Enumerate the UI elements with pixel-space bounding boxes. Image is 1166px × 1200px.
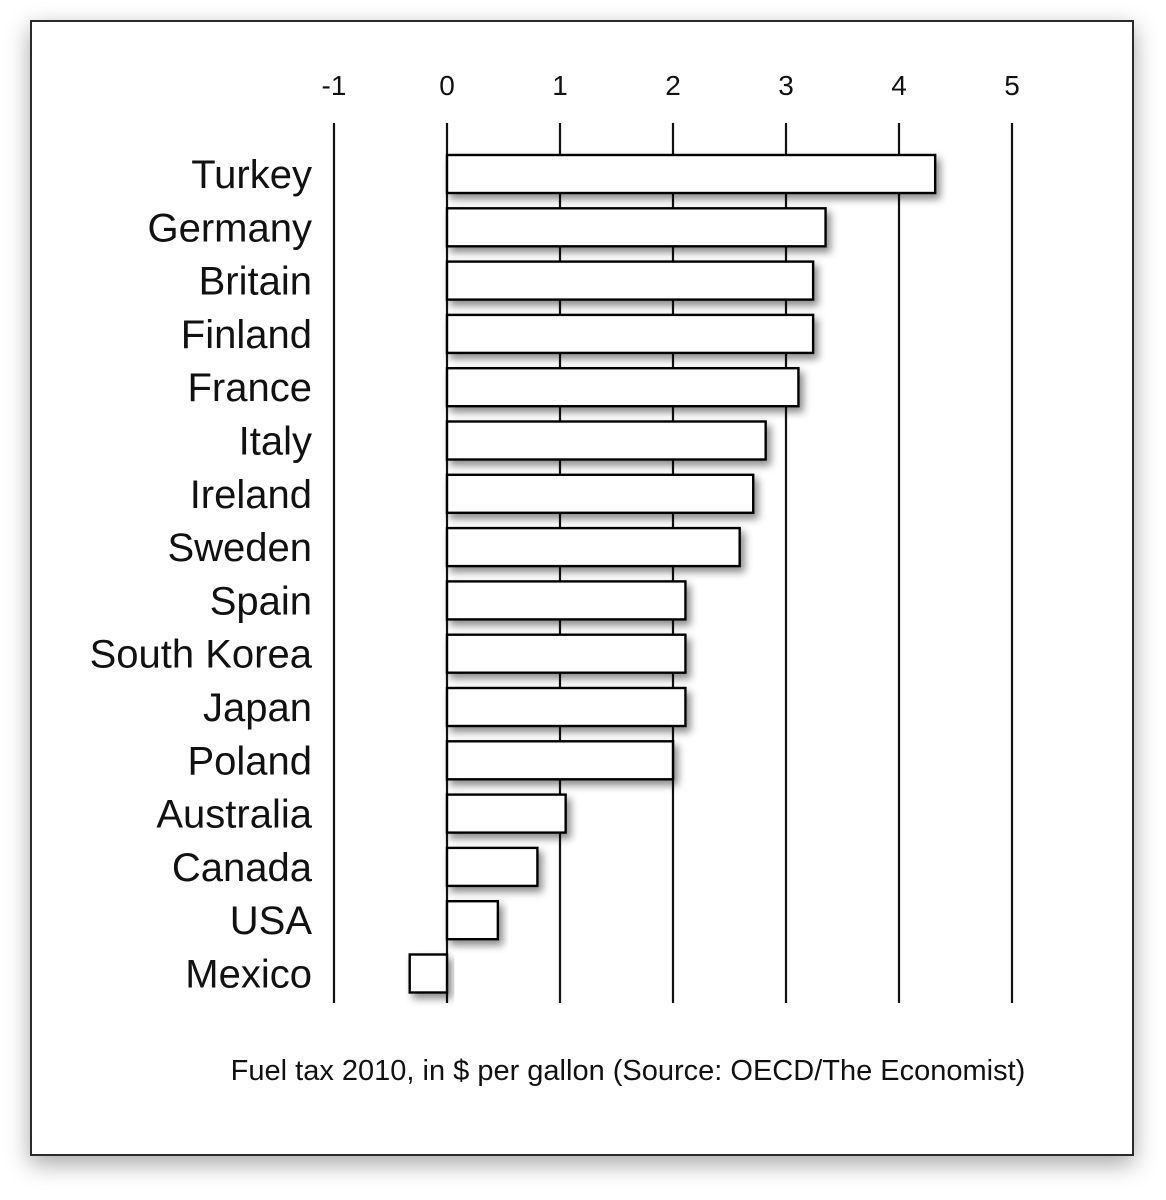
- category-label: Italy: [239, 420, 312, 464]
- category-labels: Turkey Germany Britain Finland France Italy Ir…: [90, 153, 313, 997]
- category-label: Poland: [187, 739, 312, 783]
- category-label: Japan: [203, 686, 312, 730]
- x-tick-label: -1: [322, 70, 347, 101]
- bar-italy: [445, 420, 767, 461]
- bar-mexico: [408, 953, 449, 994]
- bar-britain: [445, 260, 815, 301]
- bar-japan: [445, 686, 687, 728]
- category-label: Mexico: [185, 953, 312, 997]
- x-tick-label: 5: [1004, 70, 1020, 101]
- category-label: South Korea: [90, 633, 313, 677]
- bar-spain: [445, 580, 687, 621]
- bars: [408, 153, 937, 994]
- category-label: Finland: [181, 313, 312, 357]
- category-label: Turkey: [191, 153, 312, 197]
- category-label: Sweden: [167, 526, 312, 570]
- bar-usa: [445, 900, 500, 941]
- bar-south-korea: [445, 633, 687, 674]
- bar-australia: [445, 793, 567, 834]
- category-label: Australia: [156, 793, 312, 837]
- category-label: Ireland: [190, 473, 312, 517]
- bar-canada: [445, 846, 539, 888]
- x-tick-label: 4: [891, 70, 907, 101]
- chart-caption: Fuel tax 2010, in $ per gallon (Source: …: [231, 1055, 1026, 1087]
- category-label: USA: [230, 899, 313, 943]
- bar-poland: [445, 740, 675, 781]
- x-tick-label: 0: [439, 70, 455, 101]
- bar-turkey: [445, 153, 937, 195]
- category-label: Britain: [199, 260, 312, 304]
- bar-ireland: [445, 473, 755, 514]
- x-tick-label: 3: [778, 70, 794, 101]
- category-label: Spain: [210, 579, 312, 623]
- bar-france: [445, 367, 800, 408]
- bar-germany: [445, 207, 827, 248]
- bar-finland: [445, 313, 815, 355]
- category-label: France: [188, 366, 313, 410]
- bar-sweden: [445, 526, 741, 568]
- x-tick-labels: -1 0 1 2 3 4 5: [322, 70, 1020, 101]
- x-tick-label: 2: [665, 70, 681, 101]
- category-label: Germany: [148, 206, 313, 250]
- x-tick-label: 1: [552, 70, 568, 101]
- category-label: Canada: [172, 846, 313, 890]
